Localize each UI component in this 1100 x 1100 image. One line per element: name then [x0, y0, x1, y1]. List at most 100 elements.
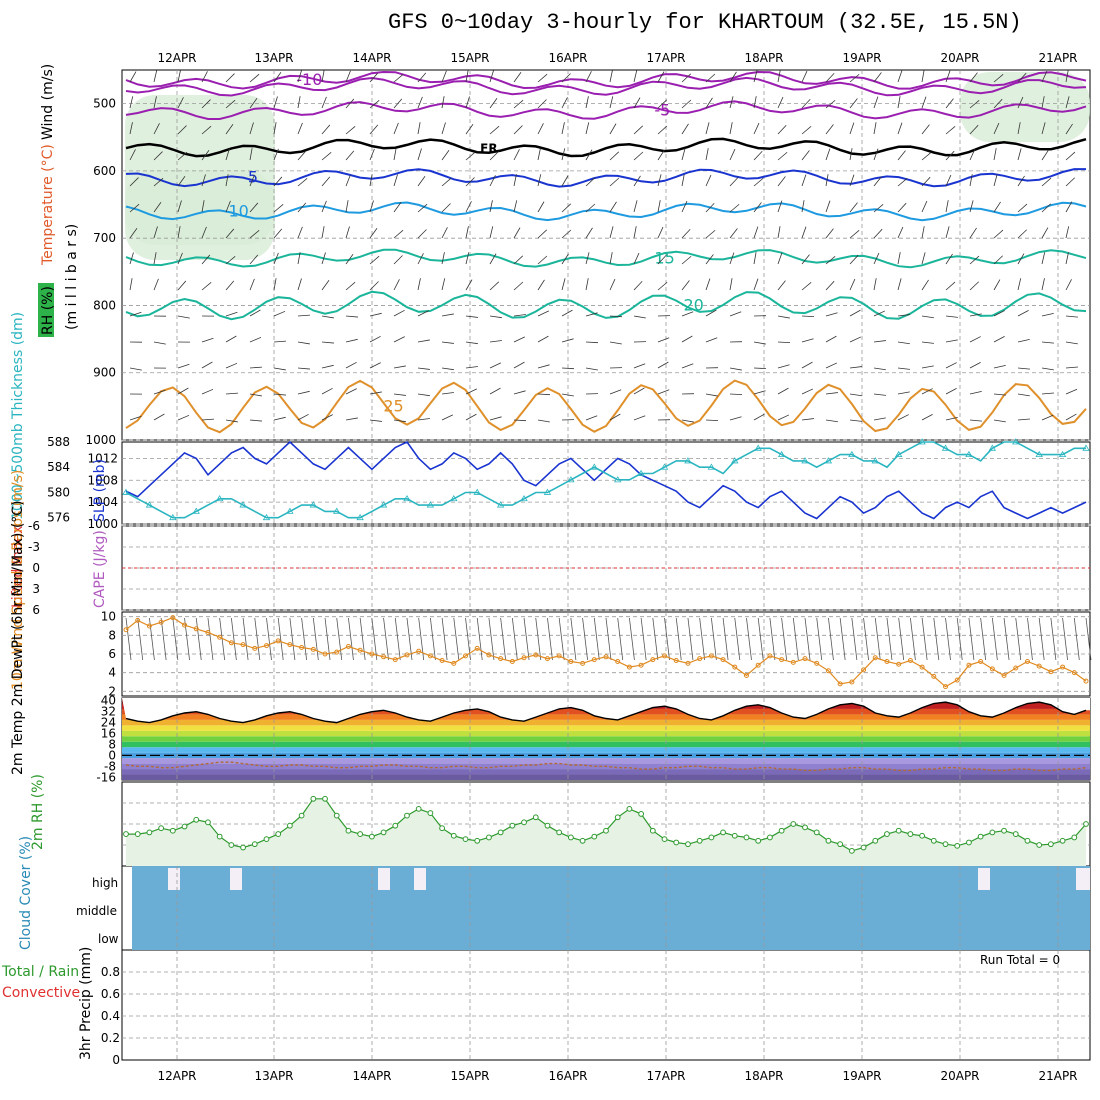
barb-6-2 — [273, 122, 277, 135]
barb-15-9 — [489, 315, 502, 319]
barb-18-5 — [561, 203, 572, 213]
pressure-tick-800: 800 — [93, 298, 116, 312]
rh2m-point-57 — [790, 821, 797, 827]
wind10-barb-55 — [769, 617, 776, 661]
thickness-marker-32 — [496, 501, 505, 508]
barb-5-13 — [249, 419, 262, 422]
barb-27-12 — [777, 387, 789, 395]
barb-32-0 — [897, 70, 903, 83]
rh2m-point-43 — [626, 805, 633, 812]
barb-17-13 — [537, 419, 550, 423]
isotherm-label--10: -10 — [296, 70, 322, 89]
barb-38-9 — [1041, 313, 1054, 317]
barb-32-3 — [897, 150, 906, 161]
cloud-gaps — [168, 868, 1090, 890]
barb-13-11 — [441, 367, 454, 371]
wind10-barb-2 — [149, 617, 155, 661]
barb-30-7 — [849, 254, 859, 265]
wind10-point-68 — [919, 664, 925, 670]
thickness-ylabel: 1000~500mb Thickness (dm) — [10, 312, 26, 520]
rh2m-point-39 — [579, 837, 586, 844]
barb-35-2 — [969, 124, 979, 135]
barb-25-1 — [729, 96, 734, 109]
thickness-marker-40 — [590, 463, 598, 470]
barb-29-9 — [825, 312, 838, 317]
wind10-barb-74 — [991, 617, 998, 661]
barb-35-6 — [969, 227, 977, 239]
top-date-20APR: 20APR — [940, 51, 979, 65]
wind10-point-21 — [369, 651, 375, 657]
cross-section-grid — [122, 70, 1090, 441]
cloud-gap-3 — [414, 868, 426, 890]
barb-27-11 — [777, 364, 790, 369]
barb-19-3 — [585, 149, 593, 161]
wind10-point-45 — [650, 657, 656, 663]
barb-3-3 — [201, 150, 210, 161]
barb-39-13 — [1065, 413, 1077, 421]
barb-27-8 — [777, 280, 786, 291]
barb-33-9 — [921, 315, 934, 319]
barb-4-0 — [225, 73, 235, 83]
rh2m-point-80 — [1059, 837, 1066, 844]
barb-15-0 — [489, 70, 494, 83]
thickness-marker-28 — [450, 494, 458, 502]
barb-36-12 — [993, 393, 1006, 396]
barb-25-5 — [729, 203, 740, 213]
wind10-point-33 — [509, 658, 515, 664]
precip-total-label: Total / Rain — [1, 964, 79, 980]
wind10-barb-9 — [230, 617, 237, 661]
barb-36-0 — [993, 73, 1004, 83]
wind10-barb-23 — [394, 617, 401, 661]
rh2m-point-4 — [169, 827, 176, 834]
barb-21-3 — [633, 151, 644, 161]
barb-22-2 — [657, 125, 668, 135]
barb-9-5 — [345, 200, 349, 213]
wind10-barb-21 — [371, 617, 378, 661]
barb-26-2 — [753, 122, 760, 135]
cross-section-panel: -10 -5 FR 510 15 20 25 500 600 700 800 900 1000 RH … — [38, 64, 1090, 447]
barb-16-5 — [513, 200, 518, 213]
wind10-point-50 — [708, 653, 714, 659]
wind10-point-51 — [720, 657, 726, 663]
wind10-point-53 — [743, 672, 749, 678]
wind10-barb-77 — [1027, 617, 1033, 661]
wind10-point-62 — [849, 679, 855, 685]
barb-32-2 — [897, 122, 903, 135]
thickness-marker-18 — [333, 507, 341, 514]
wind10-barb-4 — [172, 617, 179, 661]
barb-2-9 — [177, 315, 190, 319]
temp-band-8 — [122, 730, 1090, 737]
barb-4-9 — [225, 311, 238, 317]
barb-27-3 — [777, 151, 788, 161]
barb-38-6 — [1041, 227, 1049, 239]
barb-32-7 — [897, 252, 901, 265]
barb-1-0 — [153, 70, 158, 83]
barb-25-7 — [729, 252, 735, 265]
barb-28-6 — [801, 226, 807, 239]
barb-0-1 — [129, 96, 134, 109]
wind10-barb-39 — [582, 617, 588, 661]
barb-36-2 — [993, 122, 1000, 135]
wind10-point-49 — [697, 656, 703, 662]
wind10-barb-22 — [383, 617, 389, 661]
barb-29-7 — [825, 255, 836, 265]
isotherm-label-25: 25 — [383, 396, 403, 415]
barb-30-1 — [849, 98, 858, 109]
rh2m-point-18 — [333, 812, 340, 819]
isotherm-label-5: 5 — [248, 168, 258, 187]
wind10-barb-56 — [781, 617, 788, 661]
wind10-point-64 — [872, 655, 878, 661]
barb-4-4 — [225, 174, 229, 187]
barb-12-2 — [417, 122, 421, 135]
barb-37-6 — [1017, 229, 1027, 239]
barb-11-1 — [393, 98, 403, 109]
barb-20-10 — [609, 341, 622, 345]
barb-33-11 — [921, 365, 934, 369]
barb-4-6 — [225, 228, 235, 239]
barb-33-8 — [921, 279, 929, 291]
thickness-marker-48 — [684, 457, 692, 464]
barb-6-9 — [273, 310, 286, 317]
barb-21-9 — [633, 315, 646, 319]
barb-7-0 — [297, 70, 302, 83]
barb-9-11 — [345, 361, 357, 369]
